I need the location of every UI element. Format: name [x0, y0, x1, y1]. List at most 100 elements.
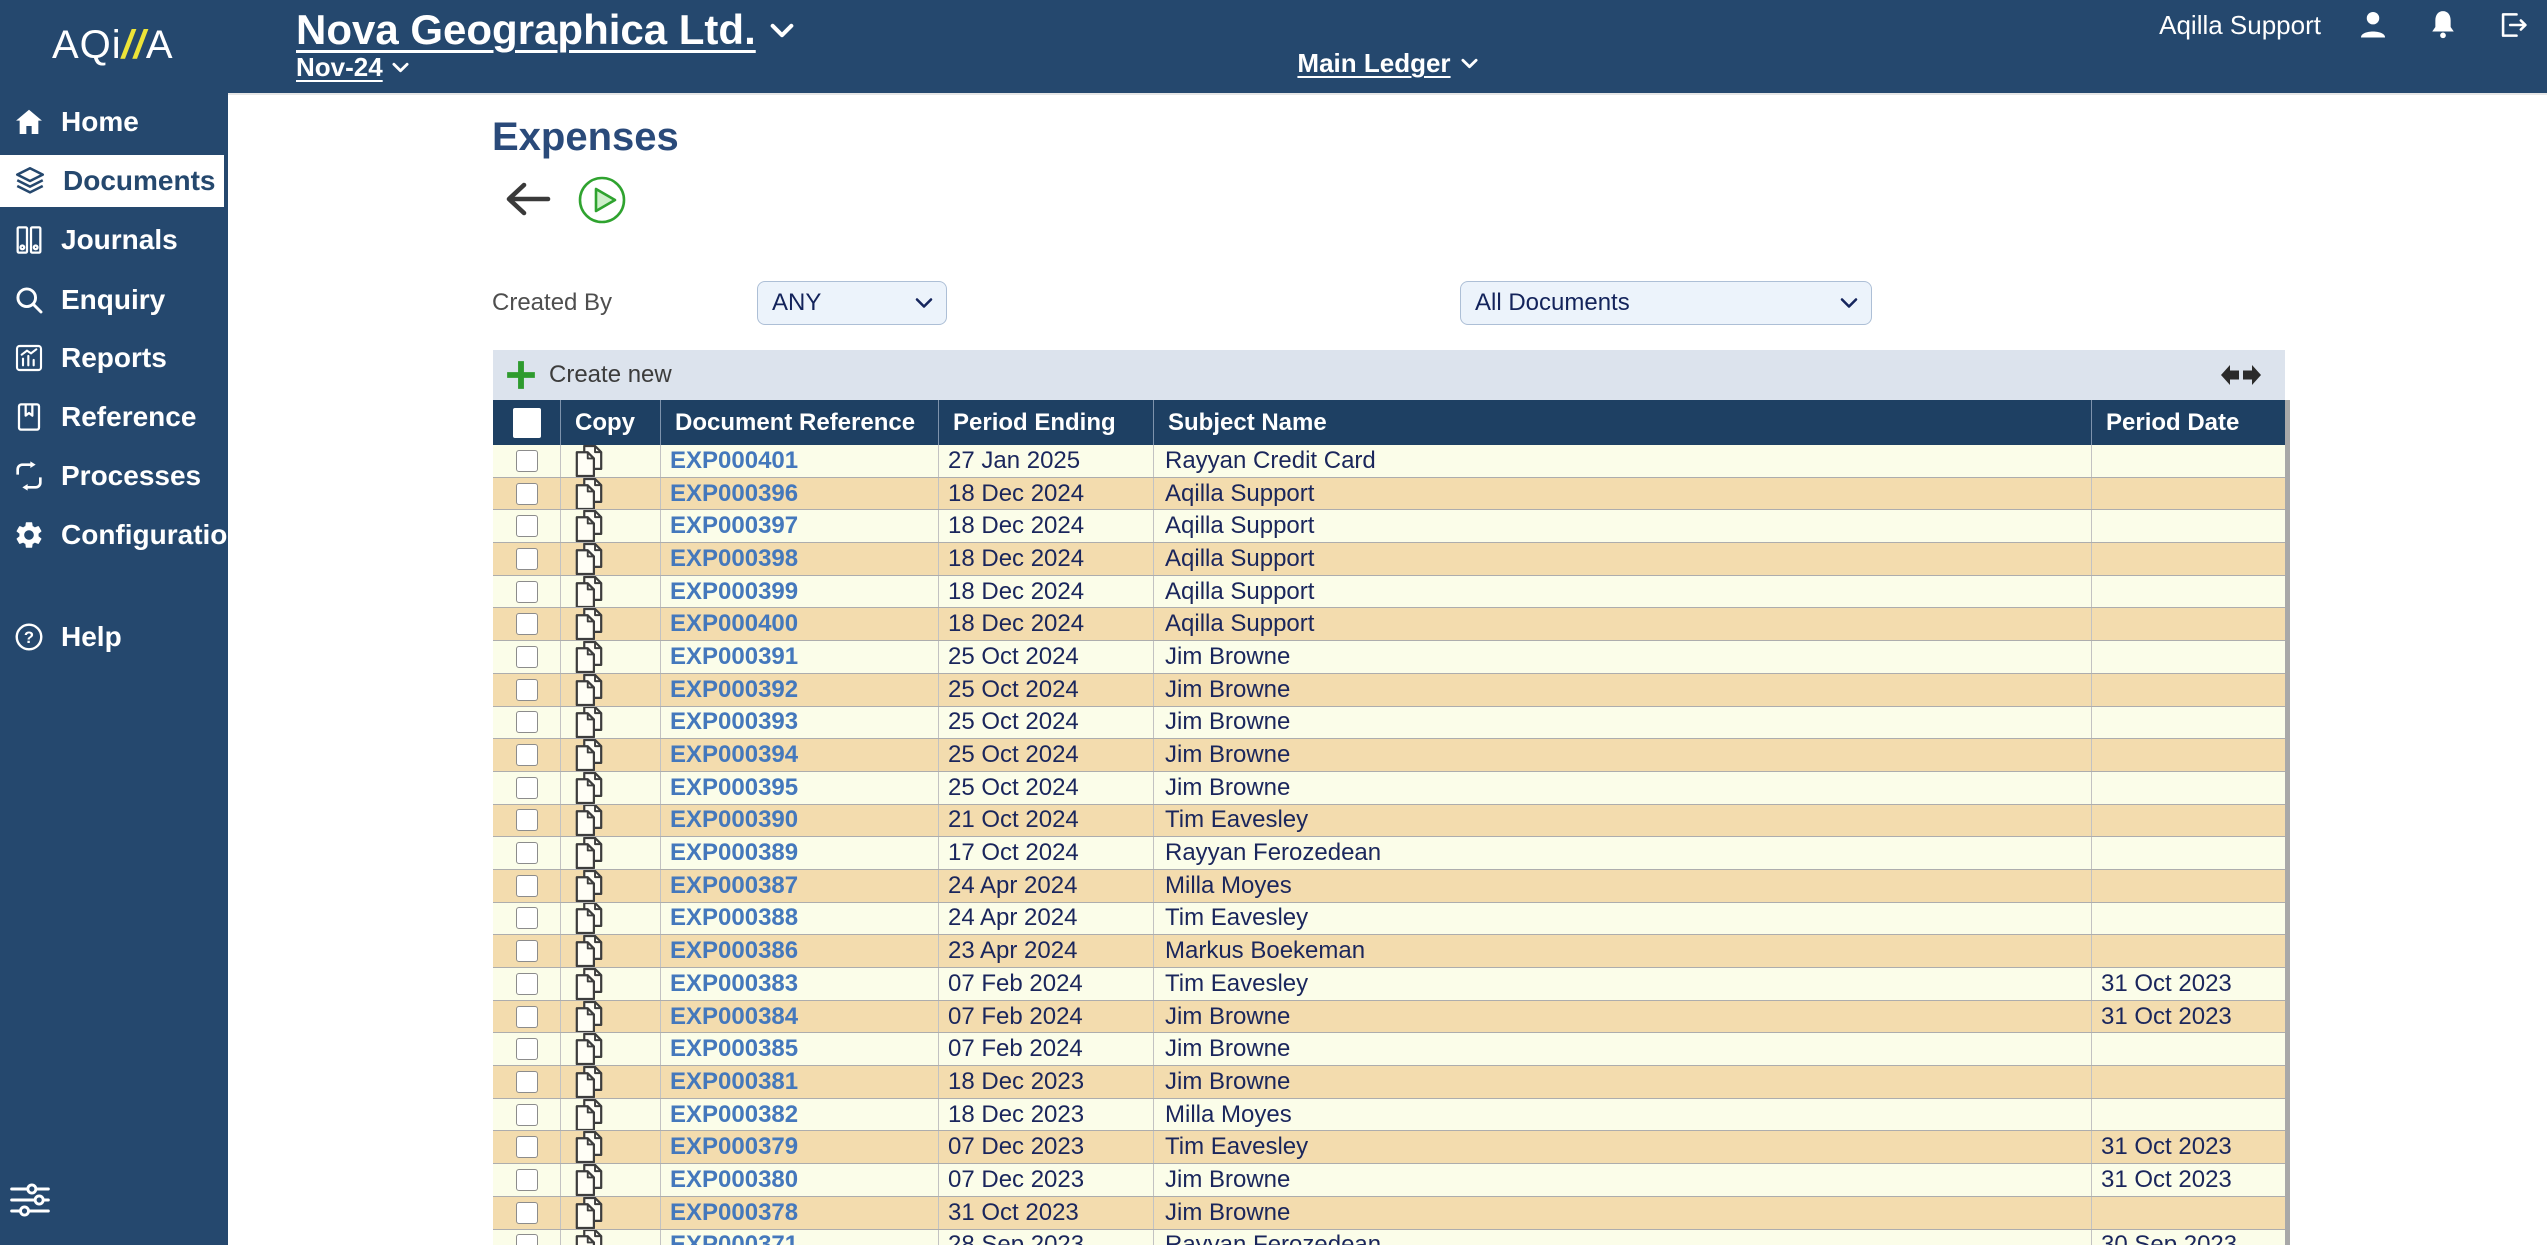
row-checkbox[interactable] [493, 1066, 560, 1098]
copy-document-icon[interactable] [570, 1164, 608, 1196]
select-all-checkbox[interactable] [493, 400, 560, 445]
document-reference-link[interactable]: EXP000390 [670, 806, 799, 834]
row-checkbox[interactable] [493, 674, 560, 706]
row-checkbox[interactable] [493, 805, 560, 837]
row-checkbox[interactable] [493, 1230, 560, 1245]
user-profile-button[interactable] [2355, 7, 2391, 43]
copy-document-icon[interactable] [570, 608, 608, 641]
user-name[interactable]: Aqilla Support [2159, 9, 2321, 40]
document-reference-link[interactable]: EXP000386 [670, 937, 799, 965]
row-checkbox[interactable] [493, 1001, 560, 1033]
document-reference-link[interactable]: EXP000393 [670, 708, 799, 736]
copy-document-icon[interactable] [570, 1000, 608, 1033]
copy-document-icon[interactable] [570, 739, 608, 771]
row-checkbox[interactable] [493, 478, 560, 510]
create-new-button[interactable]: Create new [505, 350, 672, 400]
column-header-document-reference[interactable]: Document Reference [660, 400, 938, 445]
copy-document-icon[interactable] [570, 1066, 608, 1098]
document-reference-link[interactable]: EXP000395 [670, 773, 799, 801]
copy-document-icon[interactable] [570, 706, 608, 739]
sidebar-item-processes[interactable]: Processes [0, 451, 228, 501]
company-selector[interactable]: Nova Geographica Ltd. [296, 6, 794, 54]
copy-document-icon[interactable] [570, 902, 608, 935]
document-reference-link[interactable]: EXP000385 [670, 1035, 799, 1063]
row-checkbox[interactable] [493, 772, 560, 804]
row-checkbox[interactable] [493, 445, 560, 477]
run-button[interactable] [577, 175, 627, 225]
document-reference-link[interactable]: EXP000398 [670, 544, 799, 572]
document-reference-link[interactable]: EXP000387 [670, 871, 799, 899]
row-checkbox[interactable] [493, 935, 560, 967]
row-checkbox[interactable] [493, 739, 560, 771]
copy-document-icon[interactable] [570, 771, 608, 804]
copy-document-icon[interactable] [570, 869, 608, 902]
row-checkbox[interactable] [493, 510, 560, 542]
row-checkbox[interactable] [493, 1164, 560, 1196]
document-reference-link[interactable]: EXP000378 [670, 1198, 799, 1226]
logout-button[interactable] [2495, 7, 2531, 43]
copy-document-icon[interactable] [570, 1196, 608, 1229]
copy-document-icon[interactable] [570, 673, 608, 706]
copy-document-icon[interactable] [570, 575, 608, 608]
copy-document-icon[interactable] [570, 1098, 608, 1131]
sidebar-item-journals[interactable]: Journals [0, 215, 228, 265]
document-reference-link[interactable]: EXP000384 [670, 1002, 799, 1030]
document-reference-link[interactable]: EXP000399 [670, 577, 799, 605]
row-checkbox[interactable] [493, 968, 560, 1000]
copy-document-icon[interactable] [570, 477, 608, 510]
sidebar-item-help[interactable]: ? Help [0, 612, 228, 662]
document-reference-link[interactable]: EXP000388 [670, 904, 799, 932]
copy-document-icon[interactable] [570, 804, 608, 837]
created-by-select[interactable]: ANY [757, 281, 947, 325]
document-reference-link[interactable]: EXP000401 [670, 446, 799, 474]
copy-document-icon[interactable] [570, 445, 608, 477]
copy-document-icon[interactable] [570, 1131, 608, 1164]
document-reference-link[interactable]: EXP000379 [670, 1133, 799, 1161]
row-checkbox[interactable] [493, 707, 560, 739]
copy-document-icon[interactable] [570, 1033, 608, 1066]
document-reference-link[interactable]: EXP000400 [670, 610, 799, 638]
period-selector[interactable]: Nov-24 [296, 52, 409, 83]
document-reference-link[interactable]: EXP000394 [670, 741, 799, 769]
back-button[interactable] [504, 181, 552, 217]
sliders-icon[interactable] [8, 1178, 52, 1222]
document-reference-link[interactable]: EXP000392 [670, 675, 799, 703]
document-reference-link[interactable]: EXP000371 [670, 1231, 799, 1245]
sidebar-item-reference[interactable]: Reference [0, 392, 228, 442]
document-reference-link[interactable]: EXP000389 [670, 839, 799, 867]
sidebar-item-enquiry[interactable]: Enquiry [0, 275, 228, 325]
row-checkbox[interactable] [493, 1033, 560, 1065]
copy-document-icon[interactable] [570, 935, 608, 967]
row-checkbox[interactable] [493, 870, 560, 902]
sidebar-item-documents[interactable]: Documents [0, 155, 228, 207]
column-header-period-date[interactable]: Period Date [2091, 400, 2285, 445]
sidebar-item-home[interactable]: Home [0, 97, 228, 147]
sidebar-item-reports[interactable]: Reports [0, 333, 228, 383]
document-reference-link[interactable]: EXP000391 [670, 642, 799, 670]
document-reference-link[interactable]: EXP000396 [670, 479, 799, 507]
document-reference-link[interactable]: EXP000381 [670, 1067, 799, 1095]
copy-document-icon[interactable] [570, 968, 608, 1000]
copy-document-icon[interactable] [570, 837, 608, 869]
row-checkbox[interactable] [493, 543, 560, 575]
document-reference-link[interactable]: EXP000380 [670, 1165, 799, 1193]
copy-document-icon[interactable] [570, 641, 608, 673]
document-reference-link[interactable]: EXP000383 [670, 969, 799, 997]
notifications-button[interactable] [2425, 7, 2461, 43]
row-checkbox[interactable] [493, 576, 560, 608]
document-reference-link[interactable]: EXP000397 [670, 512, 799, 540]
document-filter-select[interactable]: All Documents [1460, 281, 1872, 325]
row-checkbox[interactable] [493, 1197, 560, 1229]
document-reference-link[interactable]: EXP000382 [670, 1100, 799, 1128]
row-checkbox[interactable] [493, 641, 560, 673]
row-checkbox[interactable] [493, 608, 560, 640]
row-checkbox[interactable] [493, 903, 560, 935]
copy-document-icon[interactable] [570, 510, 608, 543]
copy-document-icon[interactable] [570, 543, 608, 575]
row-checkbox[interactable] [493, 1131, 560, 1163]
row-checkbox[interactable] [493, 837, 560, 869]
column-header-period-ending[interactable]: Period Ending [938, 400, 1153, 445]
column-header-subject-name[interactable]: Subject Name [1153, 400, 2091, 445]
ledger-selector[interactable]: Main Ledger [1297, 48, 1478, 79]
column-header-copy[interactable]: Copy [560, 400, 660, 445]
